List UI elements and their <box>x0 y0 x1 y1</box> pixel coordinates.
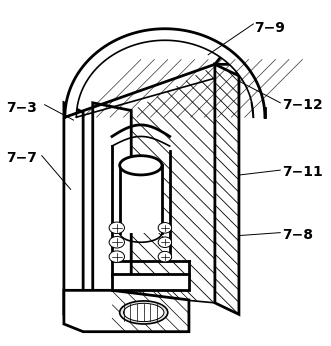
Text: 7−8: 7−8 <box>282 228 313 242</box>
Ellipse shape <box>158 222 171 233</box>
Text: 7−9: 7−9 <box>254 21 285 35</box>
Polygon shape <box>120 165 162 233</box>
Ellipse shape <box>109 222 124 234</box>
Polygon shape <box>112 274 189 290</box>
Polygon shape <box>93 103 131 300</box>
Text: 7−3: 7−3 <box>6 101 37 115</box>
Polygon shape <box>215 64 239 315</box>
Polygon shape <box>65 29 265 117</box>
Ellipse shape <box>123 303 164 321</box>
Text: 7−11: 7−11 <box>282 165 323 179</box>
Ellipse shape <box>120 156 162 175</box>
Ellipse shape <box>120 301 168 324</box>
Polygon shape <box>64 103 83 324</box>
Polygon shape <box>64 290 189 332</box>
Ellipse shape <box>109 236 124 248</box>
Ellipse shape <box>158 252 171 262</box>
Text: 7−12: 7−12 <box>282 98 323 112</box>
Ellipse shape <box>109 251 124 262</box>
Text: 7−7: 7−7 <box>6 151 37 165</box>
Ellipse shape <box>158 237 171 247</box>
